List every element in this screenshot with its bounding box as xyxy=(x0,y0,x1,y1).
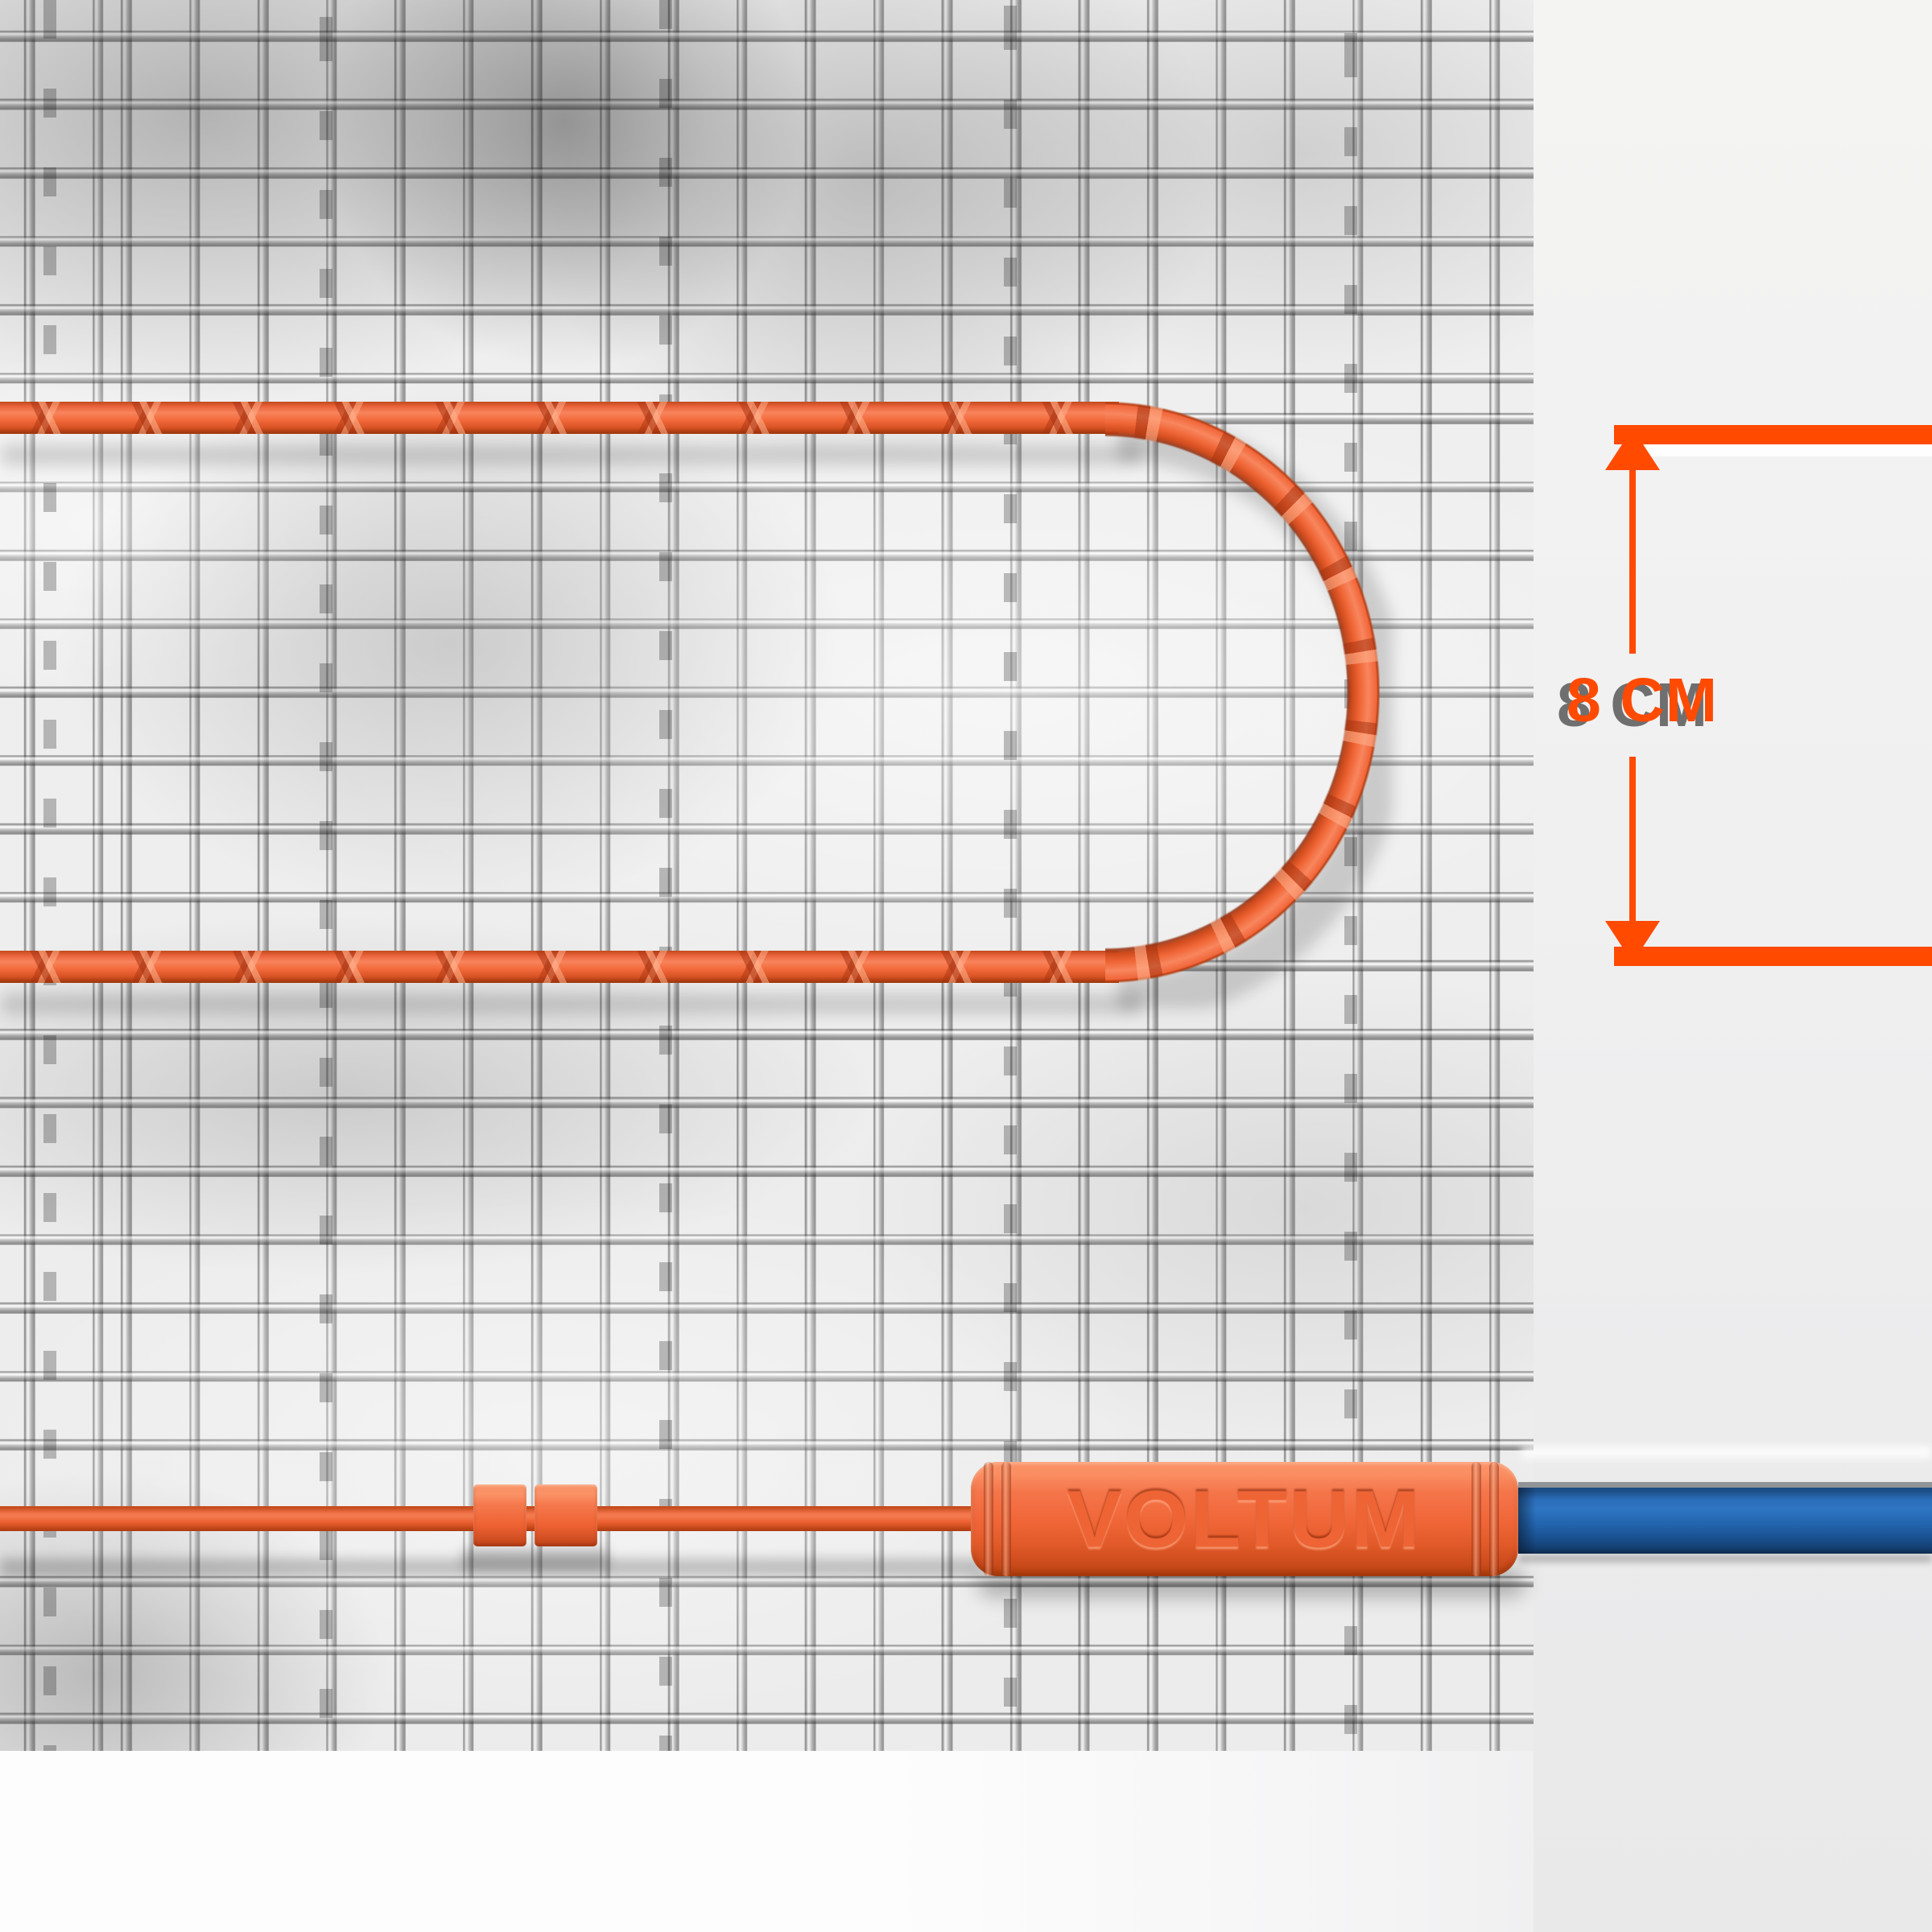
heating-cable-u-bend xyxy=(1105,402,1380,983)
connector-rib xyxy=(1001,1462,1011,1576)
cable-shadow-bottom xyxy=(0,993,1143,1014)
mesh-seam-shadow xyxy=(1004,0,1017,1751)
right-background xyxy=(1534,0,1932,1932)
blue-cable-shadow xyxy=(1518,1554,1932,1563)
dimension-line-upper xyxy=(1629,470,1636,654)
arrow-up-icon xyxy=(1605,428,1660,470)
cold-lead-shadow xyxy=(0,1558,982,1576)
cable-coupler-block-left xyxy=(473,1484,526,1546)
cable-shadow-top xyxy=(0,444,1143,465)
mesh-seam-shadow xyxy=(320,0,332,1751)
splice-connector: VOLTUM xyxy=(971,1462,1518,1576)
blue-cable-top-edge xyxy=(1518,1482,1932,1488)
heating-cable-top-run xyxy=(0,402,1119,434)
coupler-shadow xyxy=(463,1549,608,1570)
connector-rib xyxy=(1489,1462,1499,1576)
connector-rib xyxy=(1472,1462,1481,1576)
dimension-highlight-strip xyxy=(1620,444,1932,456)
below-mesh-background xyxy=(0,1751,1534,1932)
mesh-seam-shadow xyxy=(659,0,672,1751)
cable-coupler-block-right xyxy=(535,1484,597,1546)
arrow-down-icon xyxy=(1605,921,1660,963)
blue-cable-entry-shade xyxy=(1518,1488,1536,1554)
dimension-extension-bar-bottom xyxy=(1614,947,1932,966)
power-supply-cable-blue xyxy=(1518,1488,1932,1554)
connector-rib xyxy=(984,1462,993,1576)
dimension-label: 8 CM xyxy=(1567,666,1718,735)
dimension-line-lower xyxy=(1629,757,1636,921)
background-highlight-stripe xyxy=(1521,1446,1932,1459)
heating-cable-bottom-run xyxy=(0,951,1119,983)
connector-brand-emboss: VOLTUM xyxy=(1067,1473,1422,1564)
dimension-extension-bar-top xyxy=(1614,425,1932,444)
mesh-seam-shadow xyxy=(43,0,56,1751)
